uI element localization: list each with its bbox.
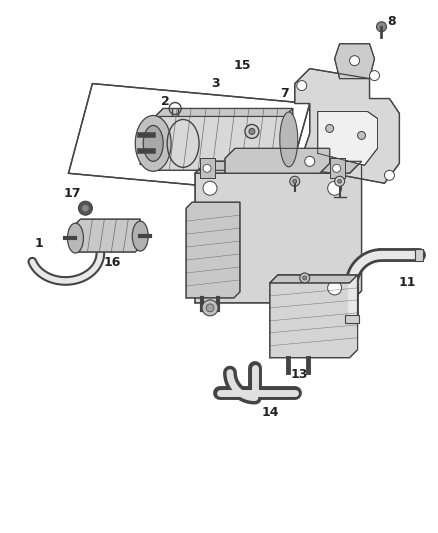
Polygon shape bbox=[186, 202, 240, 298]
Text: 2: 2 bbox=[161, 95, 170, 108]
Bar bbox=[345, 315, 359, 323]
Text: 11: 11 bbox=[399, 277, 416, 289]
Circle shape bbox=[328, 281, 342, 295]
Text: 6: 6 bbox=[233, 112, 242, 125]
Polygon shape bbox=[200, 158, 215, 178]
Circle shape bbox=[300, 273, 310, 283]
Circle shape bbox=[385, 171, 395, 180]
Text: 8: 8 bbox=[387, 15, 396, 28]
Circle shape bbox=[350, 55, 360, 66]
Polygon shape bbox=[68, 84, 310, 193]
Text: 16: 16 bbox=[104, 255, 121, 269]
Text: 4: 4 bbox=[139, 157, 148, 170]
Ellipse shape bbox=[67, 223, 83, 253]
Polygon shape bbox=[330, 158, 345, 178]
Polygon shape bbox=[335, 44, 374, 78]
Text: 13: 13 bbox=[291, 368, 308, 381]
Text: 10: 10 bbox=[328, 185, 346, 199]
Polygon shape bbox=[225, 148, 330, 173]
Polygon shape bbox=[195, 161, 361, 303]
Bar bbox=[415, 249, 424, 261]
Circle shape bbox=[249, 128, 255, 134]
Text: 9: 9 bbox=[278, 185, 286, 198]
Polygon shape bbox=[318, 111, 378, 165]
Polygon shape bbox=[270, 275, 357, 283]
Text: 3: 3 bbox=[211, 77, 219, 90]
Polygon shape bbox=[195, 161, 361, 173]
Circle shape bbox=[202, 300, 218, 316]
Ellipse shape bbox=[143, 125, 163, 161]
Polygon shape bbox=[295, 69, 399, 183]
Circle shape bbox=[305, 156, 314, 166]
Ellipse shape bbox=[132, 221, 148, 251]
Text: 1: 1 bbox=[34, 237, 43, 249]
Ellipse shape bbox=[135, 116, 171, 171]
Circle shape bbox=[293, 179, 297, 183]
Circle shape bbox=[303, 276, 307, 280]
Circle shape bbox=[290, 176, 300, 186]
Text: 14: 14 bbox=[261, 406, 279, 419]
Text: 12: 12 bbox=[303, 263, 321, 277]
Circle shape bbox=[326, 124, 334, 132]
Circle shape bbox=[245, 124, 259, 139]
Circle shape bbox=[203, 164, 211, 172]
Circle shape bbox=[332, 164, 341, 172]
Circle shape bbox=[328, 181, 342, 195]
Circle shape bbox=[297, 80, 307, 91]
Circle shape bbox=[203, 281, 217, 295]
Polygon shape bbox=[75, 219, 140, 252]
Text: 5: 5 bbox=[196, 160, 205, 173]
Text: 7: 7 bbox=[280, 87, 289, 100]
Circle shape bbox=[203, 181, 217, 195]
Ellipse shape bbox=[280, 112, 298, 167]
Polygon shape bbox=[155, 109, 293, 171]
Circle shape bbox=[78, 201, 92, 215]
Circle shape bbox=[206, 304, 214, 312]
Polygon shape bbox=[270, 275, 357, 358]
Circle shape bbox=[377, 22, 386, 32]
Circle shape bbox=[338, 179, 342, 183]
Circle shape bbox=[357, 132, 366, 140]
Text: 17: 17 bbox=[64, 187, 81, 200]
Circle shape bbox=[370, 71, 379, 80]
Text: 15: 15 bbox=[233, 59, 251, 72]
Circle shape bbox=[335, 176, 345, 186]
Circle shape bbox=[82, 205, 88, 211]
Polygon shape bbox=[155, 109, 293, 117]
